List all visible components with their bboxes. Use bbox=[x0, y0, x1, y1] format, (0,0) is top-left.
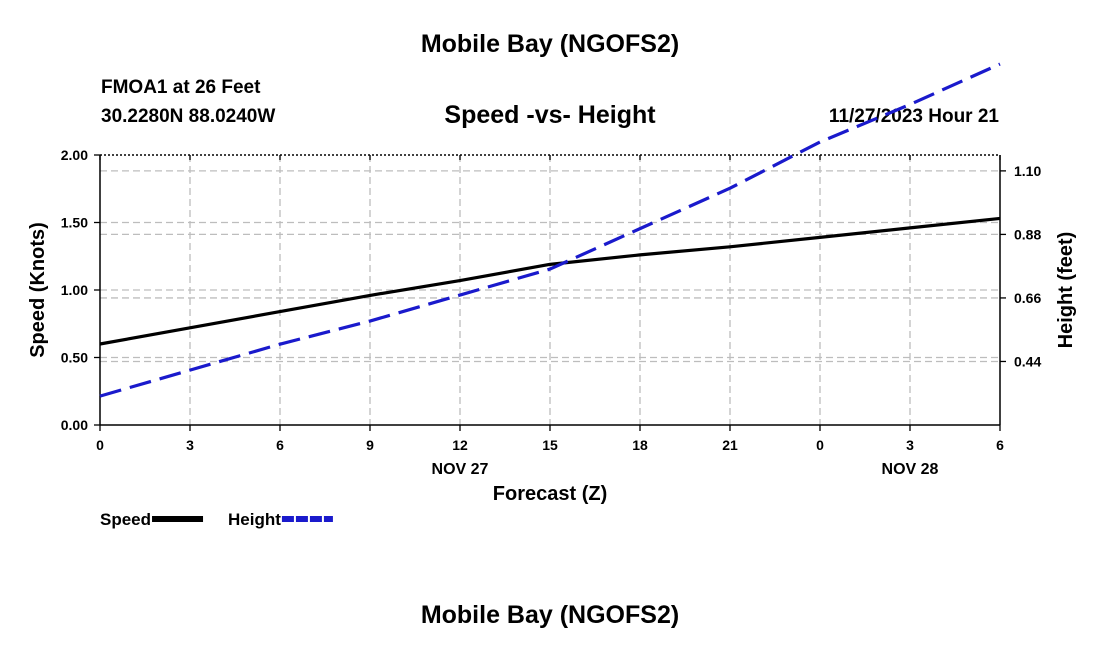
y-tick-label: 0.50 bbox=[61, 350, 88, 366]
x-tick-label: 18 bbox=[632, 437, 648, 453]
x-date-label: NOV 28 bbox=[882, 461, 939, 478]
legend-label-speed: Speed bbox=[100, 510, 151, 529]
x-axis-label: Forecast (Z) bbox=[493, 483, 607, 505]
y-tick-label: 1.50 bbox=[61, 215, 88, 231]
y-axis-label: Speed (Knots) bbox=[27, 222, 49, 358]
chart-title: Speed -vs- Height bbox=[444, 101, 656, 129]
y2-tick-label: 0.88 bbox=[1014, 226, 1041, 242]
footer-title: Mobile Bay (NGOFS2) bbox=[420, 601, 680, 629]
y-tick-label: 1.00 bbox=[61, 282, 88, 298]
x-tick-label: 6 bbox=[276, 437, 284, 453]
legend-label-height: Height bbox=[228, 510, 281, 529]
coordinates-label: 30.2280N 88.0240W bbox=[101, 106, 276, 127]
x-tick-label: 21 bbox=[722, 437, 738, 453]
x-tick-label: 0 bbox=[816, 437, 824, 453]
y-tick-label: 0.00 bbox=[61, 417, 88, 433]
y-tick-label: 2.00 bbox=[61, 147, 88, 163]
x-tick-label: 6 bbox=[996, 437, 1004, 453]
series-line-height bbox=[99, 62, 1001, 398]
y2-tick-label: 1.10 bbox=[1014, 163, 1041, 179]
x-tick-label: 15 bbox=[542, 437, 558, 453]
y2-tick-label: 0.66 bbox=[1014, 290, 1041, 306]
page-title: Mobile Bay (NGOFS2) bbox=[420, 30, 680, 58]
x-tick-label: 3 bbox=[906, 437, 914, 453]
x-tick-label: 12 bbox=[452, 437, 468, 453]
x-tick-label: 0 bbox=[96, 437, 104, 453]
series-line-speed bbox=[99, 216, 1001, 346]
y2-axis-label: Height (feet) bbox=[1055, 232, 1077, 349]
station-label: FMOA1 at 26 Feet bbox=[101, 77, 261, 98]
x-date-label: NOV 27 bbox=[432, 461, 489, 478]
x-tick-label: 9 bbox=[366, 437, 374, 453]
y2-tick-label: 0.44 bbox=[1014, 353, 1041, 369]
x-tick-label: 3 bbox=[186, 437, 194, 453]
